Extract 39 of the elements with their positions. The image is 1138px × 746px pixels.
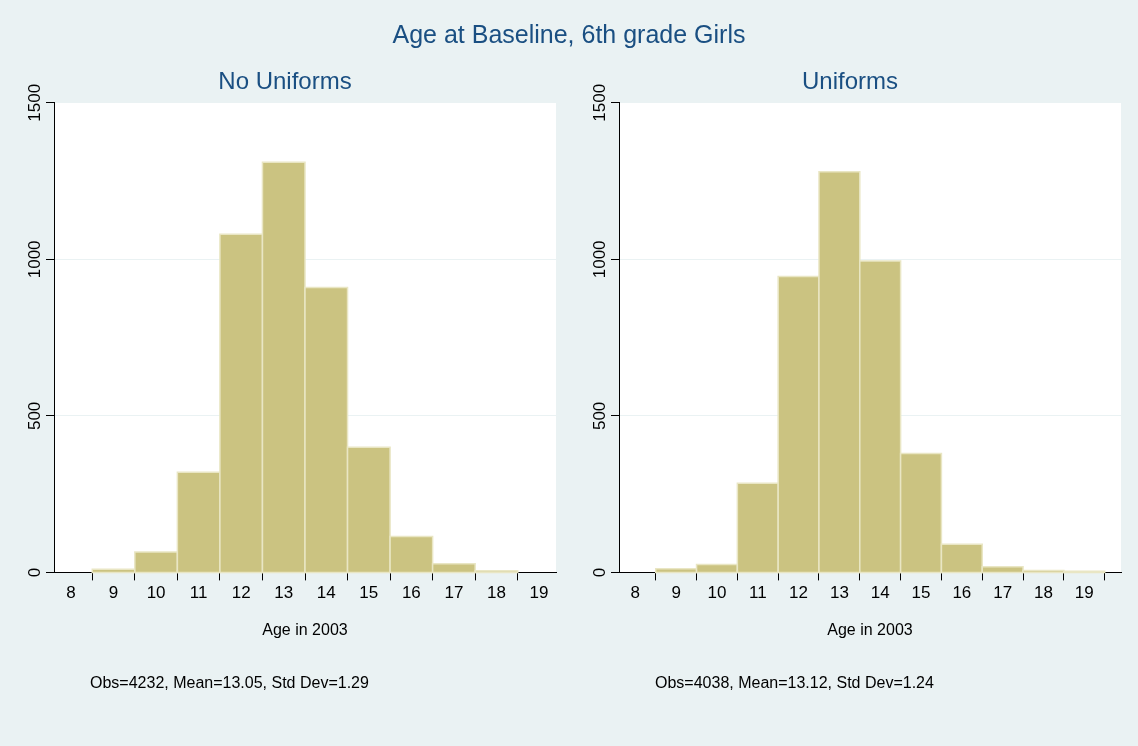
y-tick-label: 0 bbox=[25, 567, 45, 578]
x-tick-label: 9 bbox=[671, 583, 681, 603]
y-tick-label: 1000 bbox=[590, 240, 610, 279]
x-tick-label: 9 bbox=[108, 583, 119, 603]
x-tick-label: 13 bbox=[274, 583, 294, 603]
chart-subtitle: No Uniforms bbox=[218, 67, 352, 95]
x-tick-label: 13 bbox=[829, 583, 849, 603]
x-tick-label: 19 bbox=[529, 583, 549, 603]
x-tick-label: 15 bbox=[359, 583, 379, 603]
x-tick-label: 19 bbox=[1074, 583, 1094, 603]
x-tick-label: 10 bbox=[146, 583, 166, 603]
y-tick-label: 1000 bbox=[25, 240, 45, 279]
y-tick-label: 0 bbox=[590, 567, 610, 578]
y-tick-label: 1500 bbox=[25, 83, 45, 122]
x-axis-title: Age in 2003 bbox=[262, 620, 348, 638]
x-tick-label: 14 bbox=[316, 583, 336, 603]
chart-title: Age at Baseline, 6th grade Girls bbox=[391, 20, 747, 49]
x-tick-label: 12 bbox=[789, 583, 809, 603]
y-tick-label: 500 bbox=[590, 401, 610, 431]
text: Obs=4232, Mean=13.05, Std Dev=1.29 bbox=[90, 674, 370, 692]
chart-subtitle: Uniforms bbox=[801, 67, 899, 95]
x-tick-label: 17 bbox=[993, 583, 1013, 603]
x-tick-label: 11 bbox=[748, 583, 767, 603]
x-tick-label: 15 bbox=[911, 583, 931, 603]
x-tick-label: 16 bbox=[401, 583, 421, 603]
x-tick-label: 17 bbox=[444, 583, 464, 603]
x-tick-label: 18 bbox=[486, 583, 506, 603]
y-tick-label: 1500 bbox=[590, 83, 610, 122]
x-tick-label: 8 bbox=[630, 583, 641, 603]
x-tick-label: 8 bbox=[66, 583, 76, 603]
x-tick-label: 10 bbox=[707, 583, 727, 603]
x-tick-label: 18 bbox=[1033, 583, 1053, 603]
y-tick-label: 500 bbox=[25, 401, 45, 431]
x-tick-label: 11 bbox=[189, 583, 208, 603]
text: Obs=4038, Mean=13.12, Std Dev=1.24 bbox=[655, 674, 935, 692]
x-tick-label: 16 bbox=[952, 583, 972, 603]
x-tick-label: 14 bbox=[870, 583, 890, 603]
x-tick-label: 12 bbox=[231, 583, 251, 603]
x-axis-title: Age in 2003 bbox=[827, 620, 913, 638]
